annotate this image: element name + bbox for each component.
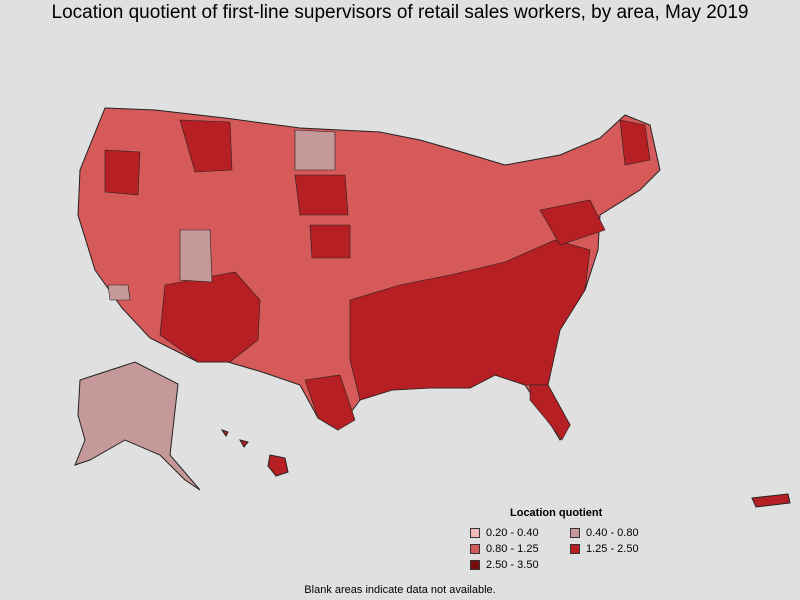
legend-swatch [470,528,480,538]
legend-item-2: 0.80 - 1.25 [470,543,570,555]
legend-label: 0.40 - 0.80 [586,527,639,539]
alaska [74,361,201,491]
central-plains-high-region [294,174,351,259]
legend-item-4: 2.50 - 3.50 [470,559,570,571]
map-title: Location quotient of first-line supervis… [51,2,749,23]
legend-swatch [470,544,480,554]
puerto-rico [751,493,791,508]
legend-label: 1.25 - 2.50 [586,543,639,555]
legend-item-0: 0.20 - 0.40 [470,527,570,539]
legend-label: 2.50 - 3.50 [486,559,539,571]
california-low-region [107,284,131,301]
florida-peninsula [529,384,571,441]
legend-label: 0.20 - 0.40 [486,527,539,539]
legend-swatch [470,560,480,570]
north-dakota-low-region [294,129,336,171]
northwest-high-region [104,119,233,196]
southwest-high-region [159,271,261,363]
us-map [74,107,791,508]
texas-high-region [304,374,356,431]
utah-low-region [179,229,213,283]
legend-label: 0.80 - 1.25 [486,543,539,555]
data-note: Blank areas indicate data not available. [304,584,496,596]
hawaii [220,429,289,477]
legend-swatch [570,528,580,538]
northeast-high-region [539,119,651,246]
legend-swatch [570,544,580,554]
legend-title: Location quotient [510,507,603,519]
legend-item-1: 0.40 - 0.80 [570,527,660,539]
legend-item-3: 1.25 - 2.50 [570,543,660,555]
legend: Location quotient 0.20 - 0.40 0.40 - 0.8… [470,507,660,571]
